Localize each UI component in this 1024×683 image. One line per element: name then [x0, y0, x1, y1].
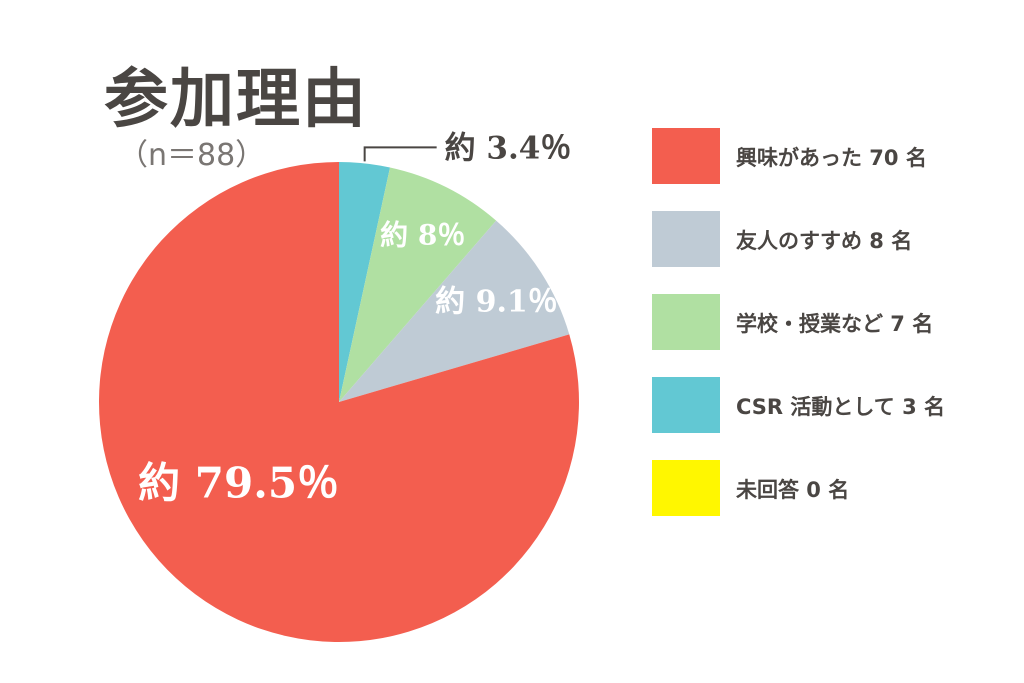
leader-line: [363, 146, 437, 162]
legend-item-no-answer: 未回答 0 名: [652, 460, 992, 516]
legend-swatch: [652, 128, 720, 184]
legend-label: 友人のすすめ 8 名: [736, 229, 913, 253]
legend-label: 興味があった 70 名: [736, 146, 927, 170]
data-label-interest: 約 79.5％: [138, 458, 339, 507]
pie-slice-school: [339, 167, 497, 402]
data-label-friend: 約 9.1％: [435, 284, 558, 319]
data-label-csr: 約 3.4％: [445, 130, 572, 166]
chart-title: 参加理由: [104, 63, 368, 137]
legend-swatch: [652, 460, 720, 516]
legend-swatch: [652, 211, 720, 267]
legend-label: 未回答 0 名: [736, 478, 850, 502]
legend-label: 学校・授業など 7 名: [736, 312, 934, 336]
pie-slice-interest: [99, 162, 580, 642]
pie-slice-friend: [339, 220, 570, 402]
legend-item-csr: CSR 活動として 3 名: [652, 377, 992, 433]
legend-item-school: 学校・授業など 7 名: [652, 294, 992, 350]
pie-slice-csr: [339, 162, 391, 402]
chart-subtitle: （n＝88）: [118, 138, 266, 173]
legend-swatch: [652, 377, 720, 433]
legend-item-interest: 興味があった 70 名: [652, 128, 992, 184]
legend-swatch: [652, 294, 720, 350]
data-label-school: 約 8％: [380, 218, 465, 251]
legend-item-friend: 友人のすすめ 8 名: [652, 211, 992, 267]
legend-label: CSR 活動として 3 名: [736, 395, 946, 419]
